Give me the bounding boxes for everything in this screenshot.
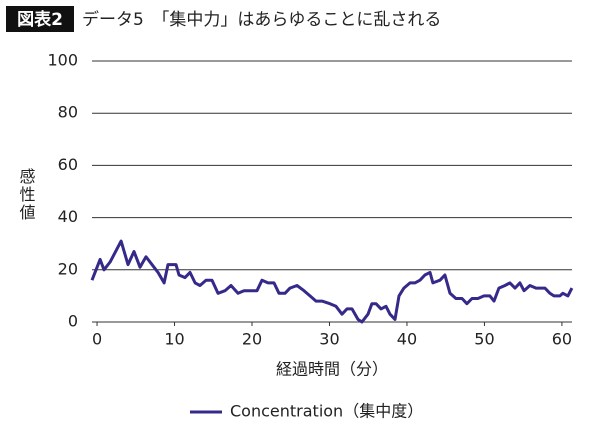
x-tick-label: 30 — [319, 330, 339, 349]
x-tick-label: 50 — [474, 330, 494, 349]
data-line — [90, 239, 574, 324]
x-tick-label: 20 — [242, 330, 262, 349]
figure-badge — [6, 6, 74, 32]
y-axis-label: 感性値 — [17, 168, 36, 222]
y-tick-label: 20 — [58, 259, 78, 278]
chart-title: データ5 「集中力」はあらゆることに乱される — [82, 9, 441, 30]
x-tick-label: 10 — [164, 330, 184, 349]
y-tick-label: 100 — [47, 51, 78, 70]
figure-label: 図表2 — [17, 9, 63, 30]
y-tick-label: 40 — [58, 207, 78, 226]
y-tick-label: 60 — [58, 155, 78, 174]
x-tick-label: 0 — [92, 330, 102, 349]
legend-label: Concentration（集中度） — [230, 402, 423, 421]
y-tick-label: 0 — [68, 312, 78, 331]
y-tick-label: 80 — [58, 103, 78, 122]
x-tick-label: 60 — [552, 330, 572, 349]
x-tick-label: 40 — [397, 330, 417, 349]
x-axis-label: 経過時間（分） — [276, 360, 388, 379]
